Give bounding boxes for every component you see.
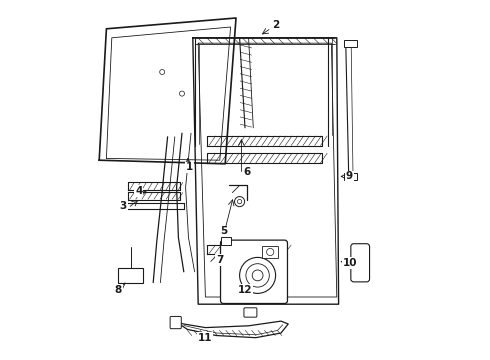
Text: 12: 12 xyxy=(238,285,252,295)
Text: 6: 6 xyxy=(243,167,250,177)
Text: 7: 7 xyxy=(216,255,223,265)
FancyBboxPatch shape xyxy=(262,246,278,258)
Ellipse shape xyxy=(246,264,270,287)
FancyBboxPatch shape xyxy=(344,40,357,47)
Ellipse shape xyxy=(240,257,275,293)
FancyBboxPatch shape xyxy=(220,240,288,303)
Ellipse shape xyxy=(252,270,263,281)
Text: 9: 9 xyxy=(346,171,353,181)
FancyBboxPatch shape xyxy=(344,173,357,180)
Text: 5: 5 xyxy=(220,226,227,237)
Text: 3: 3 xyxy=(120,201,127,211)
FancyBboxPatch shape xyxy=(170,316,181,329)
Text: 8: 8 xyxy=(115,285,122,295)
Text: 11: 11 xyxy=(198,333,213,343)
Text: 2: 2 xyxy=(272,20,279,30)
FancyBboxPatch shape xyxy=(244,308,257,317)
FancyBboxPatch shape xyxy=(221,237,231,245)
Text: 1: 1 xyxy=(186,162,193,172)
Text: 10: 10 xyxy=(343,258,358,268)
FancyBboxPatch shape xyxy=(351,244,369,282)
FancyBboxPatch shape xyxy=(118,268,143,283)
Text: 4: 4 xyxy=(135,186,143,196)
